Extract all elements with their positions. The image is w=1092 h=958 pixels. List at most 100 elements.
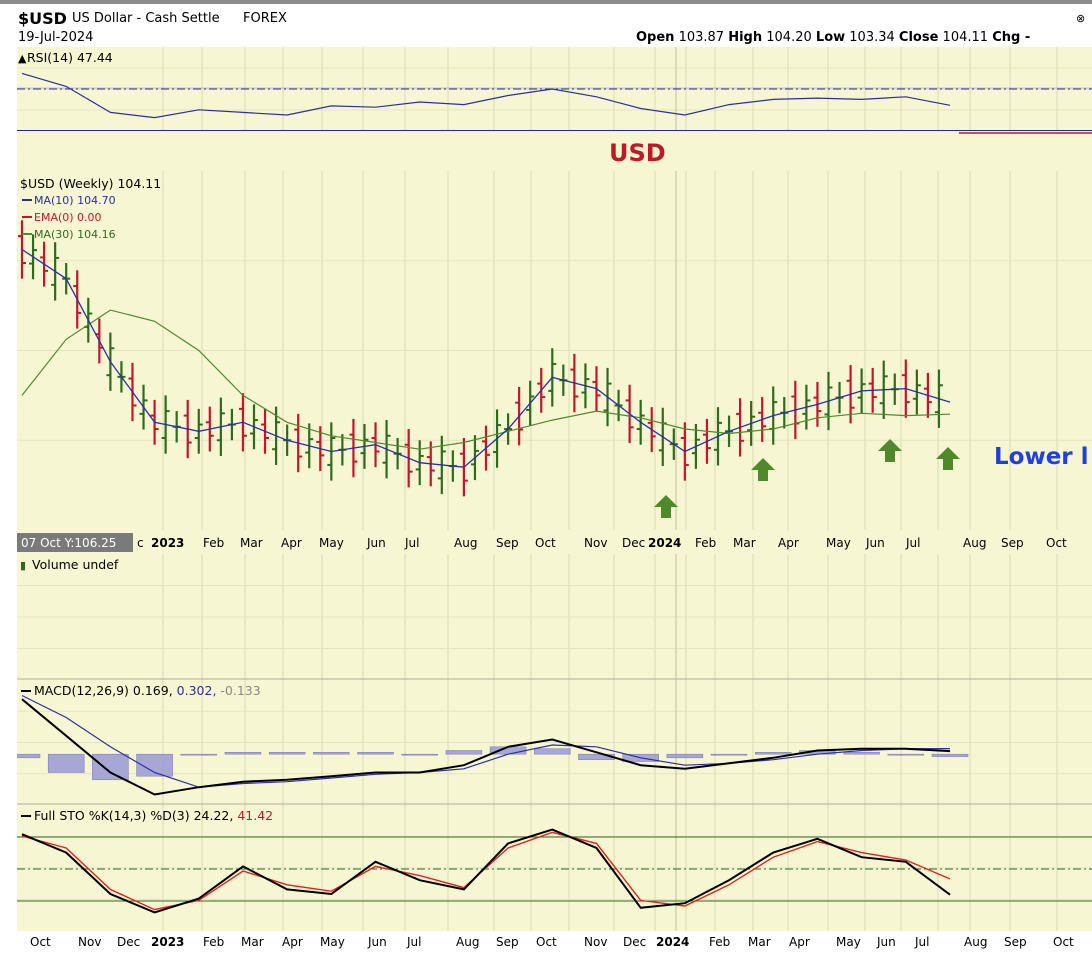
x-tick-label: Dec bbox=[623, 935, 646, 949]
close-icon[interactable]: ⊗ bbox=[1076, 12, 1086, 25]
macd-histogram-bar bbox=[710, 753, 748, 756]
x-tick-label: Jun bbox=[367, 935, 387, 949]
x-tick-label: Oct bbox=[536, 935, 557, 949]
x-tick-label: Mar bbox=[241, 935, 264, 949]
x-tick-label: May bbox=[836, 935, 861, 949]
macd-histogram-bar bbox=[268, 752, 306, 755]
macd-histogram-bar bbox=[357, 752, 394, 755]
rsi-triangle-icon: ▲ bbox=[18, 52, 27, 65]
macd-signal-line bbox=[21, 694, 951, 788]
ema-legend: EMA(0) 0.00 bbox=[34, 211, 102, 224]
macd-line bbox=[21, 698, 951, 796]
ma10-line bbox=[21, 248, 951, 468]
price-label: $USD (Weekly) 104.11 bbox=[20, 176, 161, 191]
macd-histogram-bar bbox=[3, 753, 41, 759]
x-tick-label: Oct bbox=[30, 935, 51, 949]
low-value: 103.34 bbox=[849, 30, 895, 45]
up-arrow-icon bbox=[936, 447, 960, 470]
high-label: High bbox=[728, 30, 763, 45]
x-tick-label: Mar bbox=[748, 935, 771, 949]
macd-histogram-bar bbox=[92, 753, 129, 781]
x-tick-label: Jul bbox=[406, 935, 421, 949]
x-tick-label: Dec bbox=[117, 935, 140, 949]
macd-histogram-bar bbox=[754, 752, 792, 755]
lower-annotation: Lower l bbox=[994, 444, 1089, 470]
macd-histogram-bar bbox=[534, 748, 571, 755]
x-tick-label: Nov bbox=[584, 935, 607, 949]
macd-histogram-bar bbox=[313, 752, 350, 755]
close-label: Close bbox=[898, 30, 939, 45]
x-tick-label: Mar bbox=[240, 536, 263, 550]
up-arrow-icon bbox=[654, 495, 678, 518]
ma30-legend: MA(30) 104.16 bbox=[34, 228, 116, 241]
ma30-line bbox=[21, 309, 951, 450]
x-tick-label: Jun bbox=[366, 536, 386, 550]
macd-chart: MACD(12,26,9) 0.169, 0.302, -0.133 bbox=[3, 680, 1092, 805]
hover-readout-box bbox=[17, 533, 133, 552]
x-axis-bottom: Oct Nov Dec 2023 Feb Mar Apr May Jun Jul Aug Sep Oct… bbox=[0, 931, 1092, 954]
x-tick-label: Jun bbox=[865, 536, 885, 550]
sto-panel: Full STO %K(14,3) %D(3) 24.22, 41.42 bbox=[17, 805, 1092, 931]
usd-overlay-title: USD bbox=[609, 139, 666, 167]
x-tick-label: Nov bbox=[78, 935, 101, 949]
x-tick-label: May bbox=[826, 536, 851, 550]
x-tick-label: Sep bbox=[1001, 536, 1024, 550]
macd-histogram-bar bbox=[666, 753, 704, 759]
hover-readout: 07 Oct Y:106.25 bbox=[21, 536, 116, 550]
rsi-chart: RSI(14) 47.44 ▲ bbox=[17, 47, 1092, 132]
symbol-name: US Dollar - Cash Settle bbox=[72, 11, 220, 26]
ohlc-readout: Open 103.87 High 104.20 Low 103.34 Close… bbox=[636, 30, 1030, 45]
x-tick-label: Feb bbox=[203, 935, 224, 949]
sto-d-line bbox=[21, 831, 951, 911]
macd-histogram-bar bbox=[136, 753, 173, 777]
window-top-border bbox=[0, 0, 1092, 4]
volume-bar-icon: ▮ bbox=[20, 559, 26, 572]
x-tick-label: Jul bbox=[914, 935, 929, 949]
close-value: 104.11 bbox=[942, 30, 989, 45]
macd-histogram-bar bbox=[47, 753, 85, 773]
price-panel: $USD (Weekly) 104.11 MA(10) 104.70 EMA(0… bbox=[17, 171, 1092, 530]
macd-histogram-bar bbox=[445, 750, 483, 755]
rsi-line bbox=[21, 72, 951, 119]
macd-panel: MACD(12,26,9) 0.169, 0.302, -0.133 bbox=[3, 680, 1092, 805]
x-tick-label: Dec bbox=[622, 536, 645, 550]
macd-legend: MACD(12,26,9) 0.169, 0.302, -0.133 bbox=[34, 683, 261, 698]
rsi-panel: RSI(14) 47.44 ▲ bbox=[17, 47, 1092, 132]
x-tick-label: Mar bbox=[733, 536, 756, 550]
sto-legend: Full STO %K(14,3) %D(3) 24.22, 41.42 bbox=[34, 808, 273, 823]
open-label: Open bbox=[636, 30, 675, 45]
rsi-label: RSI(14) 47.44 bbox=[27, 50, 113, 65]
volume-chart: ▮ Volume undef bbox=[17, 554, 1092, 680]
x-tick-label: c bbox=[137, 536, 144, 550]
ma10-legend: MA(10) 104.70 bbox=[34, 194, 116, 207]
x-tick-label: Aug bbox=[964, 935, 987, 949]
x-tick-label: Jul bbox=[905, 536, 920, 550]
rsi-price-gap: USD bbox=[17, 131, 1092, 171]
x-tick-label: May bbox=[320, 935, 345, 949]
x-tick-label: Oct bbox=[1053, 935, 1074, 949]
volume-panel: ▮ Volume undef bbox=[17, 554, 1092, 680]
up-arrow-icon bbox=[878, 439, 902, 462]
x-tick-label: Nov bbox=[584, 536, 607, 550]
exchange-label: FOREX bbox=[243, 11, 287, 26]
macd-histogram-bar bbox=[887, 753, 925, 756]
low-label: Low bbox=[815, 30, 846, 45]
price-chart: $USD (Weekly) 104.11 MA(10) 104.70 EMA(0… bbox=[17, 171, 1092, 530]
x-tick-label: 2023 bbox=[151, 935, 184, 949]
x-tick-label: Oct bbox=[535, 536, 556, 550]
x-tick-label: Feb bbox=[709, 935, 730, 949]
macd-histogram-bar bbox=[401, 753, 438, 756]
macd-histogram-bar bbox=[843, 752, 880, 755]
macd-histogram-bar bbox=[180, 753, 218, 756]
x-tick-label: May bbox=[319, 536, 344, 550]
volume-label: Volume undef bbox=[32, 557, 119, 572]
x-tick-label: Apr bbox=[282, 935, 303, 949]
chart-date: 19-Jul-2024 bbox=[18, 30, 94, 45]
x-axis-top: 07 Oct Y:106.25 c 2023 Feb Mar Apr May Jun Jul A… bbox=[17, 530, 1092, 554]
x-tick-label: Sep bbox=[1004, 935, 1027, 949]
x-tick-label: Jun bbox=[876, 935, 896, 949]
x-tick-label: Aug bbox=[456, 935, 479, 949]
x-tick-label: Feb bbox=[203, 536, 224, 550]
sto-k-line bbox=[21, 828, 951, 914]
x-tick-label: Apr bbox=[778, 536, 799, 550]
